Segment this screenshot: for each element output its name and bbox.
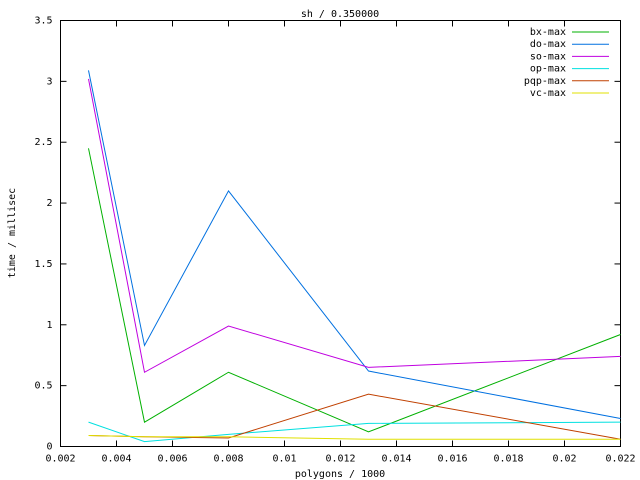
x-tick-label: 0.01 — [272, 454, 296, 465]
y-axis-label: time / millisec — [7, 188, 18, 278]
legend-label: op-max — [530, 64, 566, 75]
x-tick-label: 0.018 — [493, 454, 523, 465]
y-tick-label: 2.5 — [34, 137, 52, 148]
legend-label: vc-max — [530, 88, 566, 99]
series-line — [88, 435, 621, 440]
x-tick-label: 0.002 — [45, 454, 75, 465]
x-tick-label: 0.014 — [381, 454, 411, 465]
series-line — [88, 421, 621, 443]
series-line — [88, 148, 621, 433]
x-tick-label: 0.006 — [157, 454, 187, 465]
y-tick-label: 0 — [46, 442, 52, 453]
y-tick-label: 0.5 — [34, 381, 52, 392]
x-tick-label: 0.02 — [552, 454, 576, 465]
legend-label: do-max — [530, 39, 566, 50]
series-line — [88, 70, 621, 419]
series-line — [88, 78, 621, 374]
legend-label: bx-max — [530, 27, 566, 38]
x-tick-label: 0.016 — [437, 454, 467, 465]
y-tick-label: 2 — [46, 198, 52, 209]
legend-label: so-max — [530, 51, 566, 62]
x-tick-label: 0.008 — [213, 454, 243, 465]
y-tick-label: 1.5 — [34, 259, 52, 270]
y-tick-label: 3.5 — [34, 16, 52, 27]
legend-label: pqp-max — [524, 76, 566, 87]
x-tick-label: 0.022 — [605, 454, 635, 465]
y-tick-label: 1 — [46, 320, 52, 331]
x-tick-label: 0.004 — [101, 454, 131, 465]
chart-title: sh / 0.350000 — [301, 9, 379, 20]
x-axis-label: polygons / 1000 — [295, 469, 385, 480]
x-tick-label: 0.012 — [325, 454, 355, 465]
y-tick-label: 3 — [46, 76, 52, 87]
